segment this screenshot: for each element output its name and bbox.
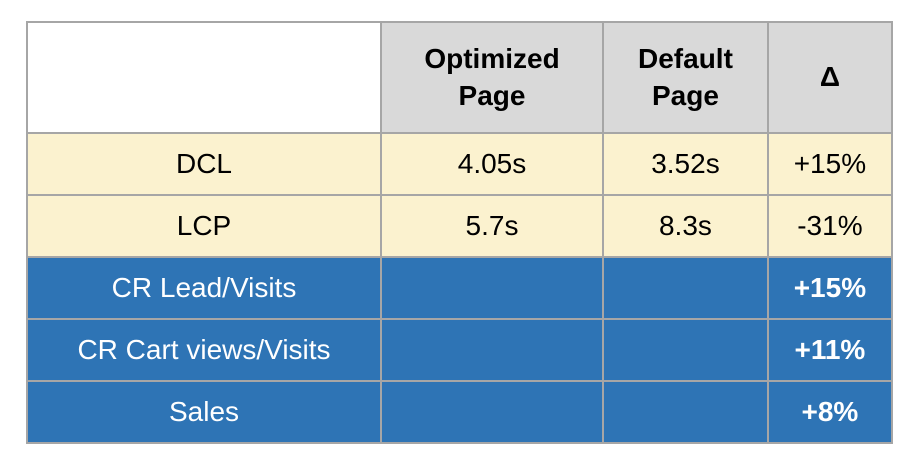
table-row-dcl: DCL 4.05s 3.52s +15%	[26, 132, 893, 196]
header-row: Optimized Page Default Page Δ	[26, 21, 893, 134]
sales-optimized-cell	[380, 380, 604, 444]
dcl-optimized-value: 4.05s	[380, 132, 604, 196]
cr-cart-views-visits-optimized-cell	[380, 318, 604, 382]
table-row-cr-cart-views-visits: CR Cart views/Visits +11%	[26, 318, 893, 382]
header-cell-optimized-page: Optimized Page	[380, 21, 604, 134]
cr-lead-visits-default-cell	[602, 256, 769, 320]
cr-cart-views-visits-label: CR Cart views/Visits	[26, 318, 382, 382]
table-row-cr-lead-visits: CR Lead/Visits +15%	[26, 256, 893, 320]
dcl-default-value: 3.52s	[602, 132, 769, 196]
dcl-delta-value: +15%	[766, 132, 893, 196]
sales-delta-value: +8%	[766, 380, 893, 444]
table-row-sales: Sales +8%	[26, 380, 893, 444]
table-row-lcp: LCP 5.7s 8.3s -31%	[26, 194, 893, 258]
cr-lead-visits-delta-value: +15%	[766, 256, 893, 320]
lcp-label: LCP	[26, 194, 382, 258]
header-corner-cell	[26, 21, 382, 134]
cr-lead-visits-label: CR Lead/Visits	[26, 256, 382, 320]
cr-lead-visits-optimized-cell	[380, 256, 604, 320]
sales-default-cell	[602, 380, 769, 444]
lcp-delta-value: -31%	[766, 194, 893, 258]
header-cell-delta: Δ	[766, 21, 893, 134]
sales-label: Sales	[26, 380, 382, 444]
comparison-table: Optimized Page Default Page Δ DCL 4.05s …	[26, 21, 893, 444]
cr-cart-views-visits-delta-value: +11%	[766, 318, 893, 382]
lcp-optimized-value: 5.7s	[380, 194, 604, 258]
lcp-default-value: 8.3s	[602, 194, 769, 258]
cr-cart-views-visits-default-cell	[602, 318, 769, 382]
header-cell-default-page: Default Page	[602, 21, 769, 134]
dcl-label: DCL	[26, 132, 382, 196]
